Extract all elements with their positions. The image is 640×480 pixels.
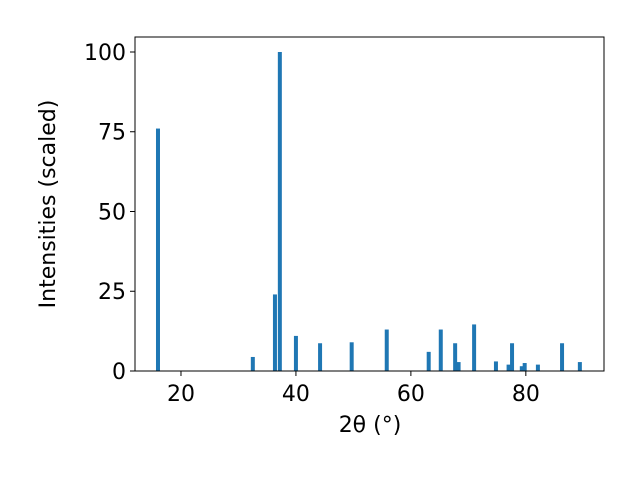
bar <box>155 128 160 371</box>
bar <box>519 366 524 371</box>
bar <box>293 335 298 371</box>
x-tick-label: 40 <box>282 382 310 407</box>
y-tick-label: 0 <box>112 360 126 385</box>
bar <box>272 294 277 371</box>
axes-frame <box>134 36 605 372</box>
bar <box>277 51 282 371</box>
bar <box>438 329 443 371</box>
plot-area <box>155 51 582 371</box>
bar <box>493 361 498 371</box>
y-tick-label: 75 <box>98 121 126 146</box>
y-tick-label: 25 <box>98 280 126 305</box>
bar <box>250 356 255 371</box>
x-tick-label: 20 <box>167 382 195 407</box>
x-tick-label: 60 <box>397 382 425 407</box>
bar <box>522 363 527 371</box>
bar <box>318 343 323 371</box>
bar <box>560 343 565 371</box>
bar <box>506 364 511 371</box>
y-tick-label: 100 <box>84 41 126 66</box>
bar <box>384 329 389 371</box>
bar <box>349 342 354 371</box>
y-axis-label: Intensities (scaled) <box>36 100 61 309</box>
x-tick-label: 80 <box>512 382 540 407</box>
bar <box>426 351 431 371</box>
bar <box>472 324 477 371</box>
x-axis-label: 2θ (°) <box>339 413 402 438</box>
bar <box>456 362 461 371</box>
bar <box>577 362 582 371</box>
bar <box>510 343 515 371</box>
bar <box>535 364 540 371</box>
bar <box>453 343 458 371</box>
y-tick-label: 50 <box>98 200 126 225</box>
